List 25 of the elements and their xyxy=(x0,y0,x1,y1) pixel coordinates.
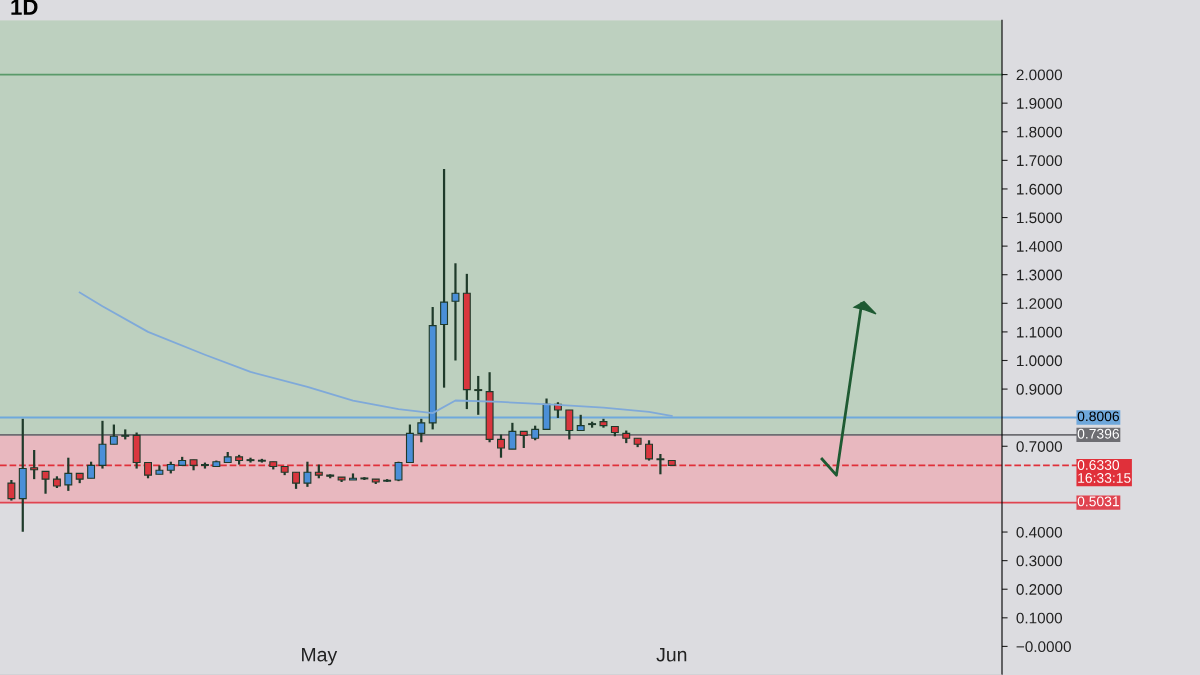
y-tick-label: 1.0000 xyxy=(1017,355,1063,367)
x-tick-label: Jun xyxy=(656,647,687,662)
y-tick-label: 0.1000 xyxy=(1016,612,1063,624)
y-tick-label: 1.3000 xyxy=(1017,269,1063,281)
y-tick-label: 1.7000 xyxy=(1017,155,1063,167)
x-tick-label: May xyxy=(302,647,338,666)
ref-line-label: 0.7396 xyxy=(1077,428,1120,439)
y-tick-label: 1.4000 xyxy=(1017,240,1063,252)
y-tick-label: 1.2000 xyxy=(1017,298,1063,309)
ref-line-label: 0.8006 xyxy=(1077,411,1120,422)
y-tick-label: 2.0000 xyxy=(1016,69,1063,81)
y-tick-label: 1.1000 xyxy=(1017,326,1063,338)
y-tick-label: −0.0000 xyxy=(1016,641,1071,653)
y-tick-label: 0.2000 xyxy=(1016,584,1063,595)
y-tick-label: 1.5000 xyxy=(1017,212,1063,224)
y-tick-label: 1.9000 xyxy=(1017,98,1063,109)
y-tick-label: 1.8000 xyxy=(1017,126,1063,138)
y-tick-label: 0.7000 xyxy=(1016,441,1063,452)
ref-line-label: 0.5031 xyxy=(1077,496,1119,507)
y-tick-label: 0.3000 xyxy=(1016,555,1063,567)
ref-line-label: 0.6330 16:33:15 xyxy=(1077,460,1131,483)
y-tick-label: 0.4000 xyxy=(1016,526,1063,538)
y-tick-label: 1.6000 xyxy=(1017,183,1063,195)
y-tick-label: 0.9000 xyxy=(1016,383,1063,395)
chart-title: 1D xyxy=(11,0,38,15)
